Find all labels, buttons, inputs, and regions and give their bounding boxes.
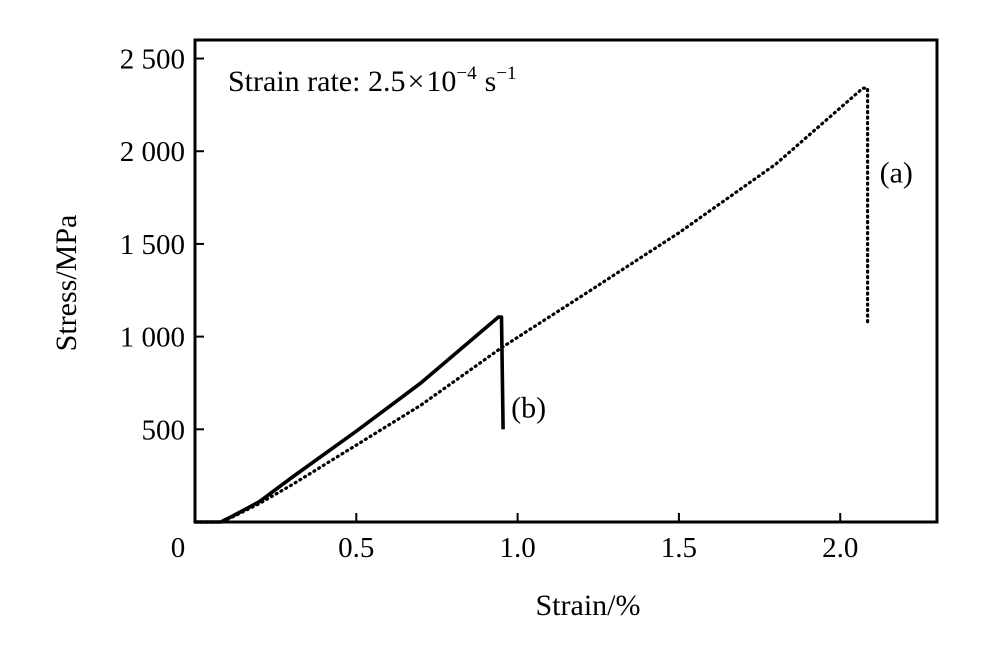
y-ticks: 500 1 000 1 500 2 000 2 500 bbox=[120, 44, 204, 446]
annotation-base: 10 bbox=[426, 65, 456, 98]
annotation-exponent: −4 bbox=[456, 63, 477, 84]
series-label-a: (a) bbox=[880, 157, 913, 190]
y-tick-label: 2 000 bbox=[120, 136, 185, 168]
y-axis-title: Stress/MPa bbox=[50, 215, 83, 352]
y-tick-label: 500 bbox=[142, 414, 186, 446]
x-tick-label: 0.5 bbox=[338, 532, 374, 564]
x-tick-label: 2.0 bbox=[822, 532, 858, 564]
x-tick-label: 1.0 bbox=[499, 532, 535, 564]
series-layer bbox=[193, 86, 870, 524]
plot-frame bbox=[193, 38, 939, 524]
x-ticks: 0.5 1.0 1.5 2.0 0 bbox=[171, 513, 858, 564]
series-line-b bbox=[195, 315, 505, 524]
series-line-a bbox=[193, 86, 870, 524]
y-tick-label: 2 500 bbox=[120, 44, 185, 76]
strain-rate-annotation: Strain rate: 2.5×10−4 s−1 bbox=[228, 63, 517, 98]
y-tick-label: 1 500 bbox=[120, 229, 185, 261]
series-label-b: (b) bbox=[511, 391, 546, 424]
annotation-times: × bbox=[407, 65, 424, 98]
y-tick-label: 1 000 bbox=[120, 322, 185, 354]
x-tick-label: 1.5 bbox=[661, 532, 697, 564]
origin-label: 0 bbox=[171, 532, 186, 564]
annotation-unit-exponent: −1 bbox=[496, 63, 516, 84]
x-axis-title: Strain/% bbox=[536, 589, 641, 622]
series-labels: (a) (b) bbox=[511, 157, 913, 425]
annotation-unit: s bbox=[485, 65, 497, 98]
annotation-prefix: Strain rate: 2.5 bbox=[228, 65, 405, 98]
